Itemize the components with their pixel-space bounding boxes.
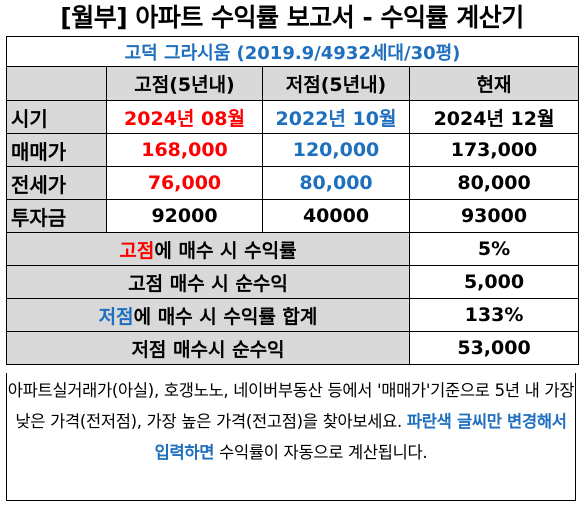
low-return-rate-cell[interactable]: 133% (408, 298, 580, 332)
summary-label-text: 에 매수 시 수익률 (154, 239, 297, 262)
summary-row: 저점 매수시 순수익 53,000 (6, 331, 580, 365)
summary-row: 고점 매수 시 순수익 5,000 (6, 265, 580, 299)
current-investment-cell[interactable]: 93000 (408, 199, 580, 233)
note-text: 아파트실거래가(아실), 호갱노노, 네이버부동산 등에서 '매매가'기준으로 … (7, 381, 575, 431)
summary-label: 고점에 매수 시 수익률 (6, 232, 410, 266)
note-text-end: 수익률이 자동으로 계산됩니다. (219, 443, 428, 462)
high-net-profit-cell[interactable]: 5,000 (408, 265, 580, 299)
header-low: 저점(5년내) (262, 66, 410, 101)
row-label: 시기 (6, 100, 107, 134)
high-period-cell[interactable]: 2024년 08월 (106, 100, 263, 134)
row-label: 투자금 (6, 199, 107, 233)
table-row: 매매가 168,000 120,000 173,000 (6, 133, 580, 167)
summary-label-text: 에 매수 시 수익률 합계 (133, 305, 318, 328)
row-label: 전세가 (6, 166, 107, 200)
current-period-cell[interactable]: 2024년 12월 (408, 100, 580, 134)
summary-label: 저점 매수시 순수익 (6, 331, 410, 365)
row-label: 매매가 (6, 133, 107, 167)
table-row: 전세가 76,000 80,000 80,000 (6, 166, 580, 200)
high-jeonse-cell[interactable]: 76,000 (106, 166, 263, 200)
summary-row: 고점에 매수 시 수익률 5% (6, 232, 580, 266)
current-sale-price-cell[interactable]: 173,000 (408, 133, 580, 167)
header-blank-cell (6, 66, 107, 101)
summary-label-text: 고점 매수 시 순수익 (128, 272, 288, 295)
high-sale-price-cell[interactable]: 168,000 (106, 133, 263, 167)
header-high: 고점(5년내) (106, 66, 263, 101)
summary-label: 고점 매수 시 순수익 (6, 265, 410, 299)
report-title: [월부] 아파트 수익률 보고서 - 수익률 계산기 (60, 3, 524, 32)
current-jeonse-cell[interactable]: 80,000 (408, 166, 580, 200)
instruction-note: 아파트실거래가(아실), 호갱노노, 네이버부동산 등에서 '매매가'기준으로 … (6, 373, 576, 501)
summary-label: 저점에 매수 시 수익률 합계 (6, 298, 410, 332)
low-period-cell[interactable]: 2022년 10월 (262, 100, 410, 134)
header-current: 현재 (408, 66, 580, 101)
low-sale-price-cell[interactable]: 120,000 (262, 133, 410, 167)
table-row: 시기 2024년 08월 2022년 10월 2024년 12월 (6, 100, 580, 134)
summary-highlight: 고점 (119, 239, 155, 262)
summary-label-text: 저점 매수시 순수익 (131, 338, 285, 361)
high-investment-cell[interactable]: 92000 (106, 199, 263, 233)
low-investment-cell[interactable]: 40000 (262, 199, 410, 233)
calculator-table: 고덕 그라시움 (2019.9/4932세대/30평) 고점(5년내) 저점(5… (5, 36, 580, 365)
low-net-profit-cell[interactable]: 53,000 (408, 331, 580, 365)
low-jeonse-cell[interactable]: 80,000 (262, 166, 410, 200)
note-highlight: 파란색 글씨만 변경해서 입력하면 (154, 412, 567, 462)
summary-highlight: 저점 (98, 305, 134, 328)
apartment-subtitle: 고덕 그라시움 (2019.9/4932세대/30평) (5, 36, 580, 67)
high-return-rate-cell[interactable]: 5% (408, 232, 580, 266)
table-row: 투자금 92000 40000 93000 (6, 199, 580, 233)
summary-row: 저점에 매수 시 수익률 합계 133% (6, 298, 580, 332)
